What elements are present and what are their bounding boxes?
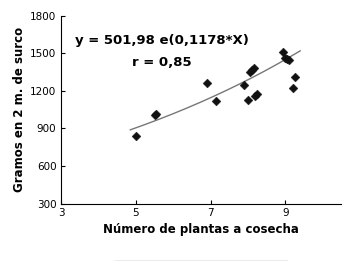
Text: y = 501,98 e(0,1178*X): y = 501,98 e(0,1178*X) bbox=[75, 34, 249, 47]
Point bbox=[253, 94, 258, 98]
Point bbox=[292, 75, 298, 79]
Point bbox=[245, 98, 251, 102]
Point bbox=[249, 67, 254, 72]
Point bbox=[214, 99, 219, 103]
X-axis label: Número de plantas a cosecha: Número de plantas a cosecha bbox=[103, 223, 299, 236]
Point bbox=[133, 134, 139, 138]
Point bbox=[284, 57, 290, 61]
Y-axis label: Gramos en 2 m. de surco: Gramos en 2 m. de surco bbox=[13, 27, 26, 192]
Point bbox=[152, 112, 158, 117]
Text: r = 0,85: r = 0,85 bbox=[132, 56, 192, 69]
Point bbox=[247, 70, 253, 74]
Point bbox=[254, 92, 260, 96]
Point bbox=[241, 82, 247, 87]
Point bbox=[154, 112, 159, 116]
Point bbox=[204, 81, 210, 85]
Point bbox=[282, 56, 288, 60]
Point bbox=[251, 66, 256, 70]
Point bbox=[290, 86, 295, 90]
Point bbox=[286, 58, 292, 62]
Point bbox=[281, 50, 286, 54]
